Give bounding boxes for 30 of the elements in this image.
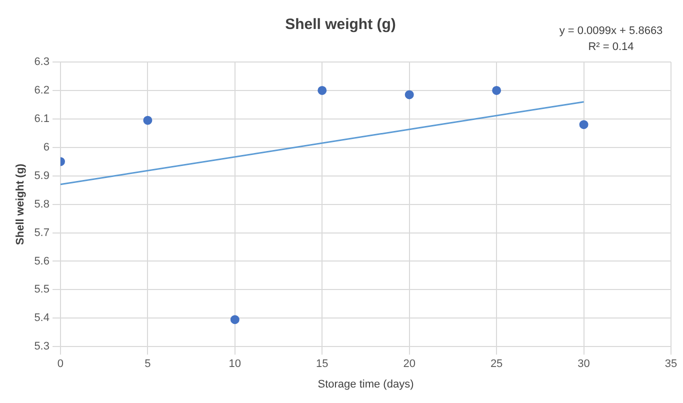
point (318, 86, 327, 95)
x-tick-label: 15 (316, 358, 328, 370)
x-tick-label: 25 (490, 358, 503, 370)
point (143, 116, 152, 125)
y-tick-label: 5.8 (34, 198, 50, 210)
y-tick-label: 5.6 (34, 255, 50, 268)
y-tick-label: 5.4 (34, 312, 50, 324)
chart-title: Shell weight (g) (285, 16, 396, 34)
text: R² = 0.14 (588, 41, 634, 53)
x-tick-label: 35 (664, 358, 678, 370)
point (230, 315, 240, 324)
y-tick-label: 5.3 (34, 340, 50, 353)
y-tick-label: 6.3 (34, 56, 50, 68)
x-tick-label: 5 (144, 358, 151, 370)
x-tick-label: 0 (57, 358, 64, 370)
y-tick-label: 5.9 (34, 170, 50, 182)
y-axis-title: Shell weight (g) (14, 163, 27, 245)
y-tick-label: 6 (43, 141, 50, 154)
point (492, 86, 502, 95)
x-axis-title: Storage time (days) (318, 378, 414, 390)
point (579, 120, 588, 130)
y-tick-label: 5.5 (34, 284, 50, 296)
point (404, 90, 414, 100)
y-tick-label: 5.7 (34, 226, 50, 239)
text: y = 0.0099x + 5.8663 (559, 25, 663, 37)
x-tick-label: 10 (228, 358, 242, 370)
x-tick-label: 20 (403, 358, 416, 370)
y-tick-label: 6.1 (34, 112, 50, 125)
x-tick-label: 30 (578, 358, 590, 370)
y-tick-label: 6.2 (34, 84, 50, 96)
